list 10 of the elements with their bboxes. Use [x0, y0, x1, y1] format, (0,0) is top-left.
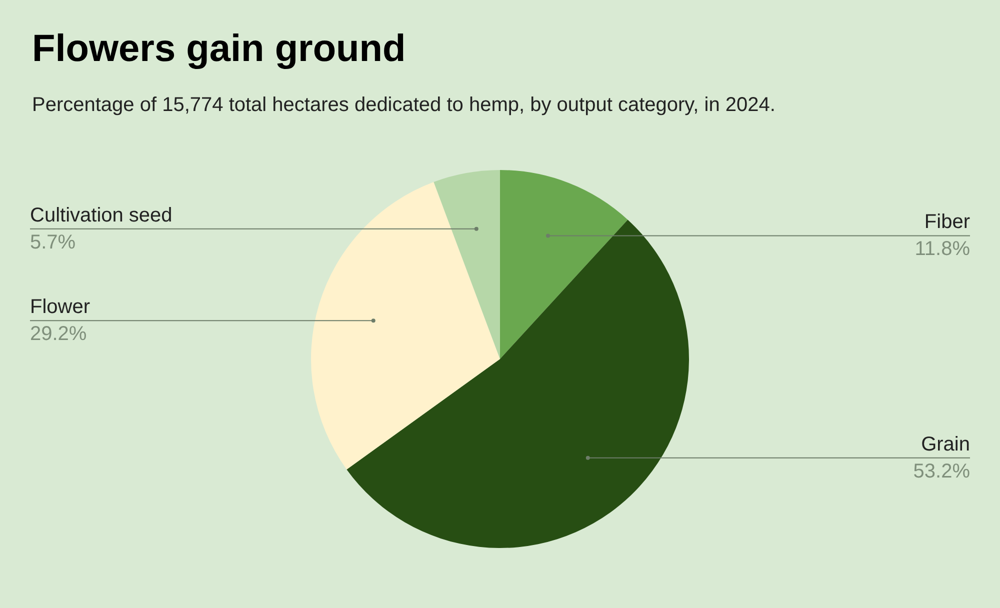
data-label: 5.7% [30, 231, 76, 254]
chart-title: Flowers gain ground [32, 28, 406, 71]
data-label: 53.2% [913, 460, 970, 482]
slice-label: Grain [921, 433, 970, 456]
slice-label: Flower [30, 296, 90, 318]
slice-label: Fiber [924, 211, 970, 234]
data-label: 29.2% [30, 323, 87, 346]
slice-label: Cultivation seed [30, 204, 172, 226]
data-label: 11.8% [914, 238, 970, 260]
chart-subtitle: Percentage of 15,774 total hectares dedicated to hemp, by output category, in 2024. [32, 94, 776, 117]
